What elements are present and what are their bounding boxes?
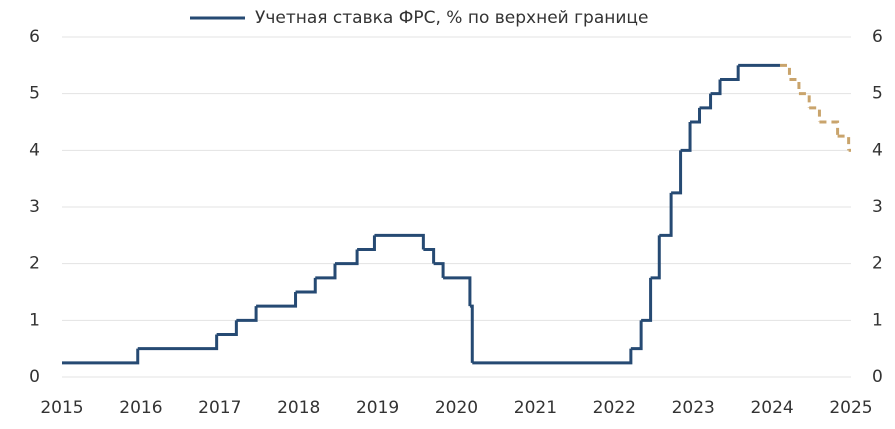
step-segment bbox=[641, 277, 653, 322]
x-tick-label: 2022 bbox=[593, 398, 636, 418]
step-segment bbox=[710, 79, 722, 96]
y2-tick-label: 2 bbox=[872, 254, 883, 274]
step-segment bbox=[137, 334, 219, 351]
y-tick-label: 1 bbox=[29, 310, 40, 330]
y-tick-label: 2 bbox=[29, 254, 40, 274]
y2-tick-label: 6 bbox=[872, 27, 883, 47]
step-segment bbox=[650, 235, 661, 280]
y-tick-label: 4 bbox=[29, 140, 40, 160]
x-tick-label: 2017 bbox=[198, 398, 241, 418]
step-segment bbox=[659, 192, 673, 237]
step-segment bbox=[469, 304, 474, 363]
step-segment bbox=[819, 120, 840, 137]
step-segment bbox=[295, 277, 317, 294]
step-segment bbox=[443, 276, 472, 307]
step-segment bbox=[720, 65, 740, 81]
y-tick-label: 3 bbox=[29, 197, 40, 217]
x-tick-label: 2024 bbox=[750, 398, 793, 418]
x-tick-label: 2016 bbox=[119, 398, 162, 418]
x-tick-label: 2015 bbox=[40, 398, 83, 418]
y-tick-label: 0 bbox=[29, 367, 40, 387]
step-segment bbox=[423, 248, 436, 264]
step-segment bbox=[798, 92, 811, 108]
x-tick-label: 2020 bbox=[435, 398, 478, 418]
step-segment bbox=[630, 320, 643, 351]
step-segment bbox=[374, 233, 425, 250]
y2-tick-label: 1 bbox=[872, 310, 883, 330]
x-tick-label: 2021 bbox=[514, 398, 557, 418]
step-segment bbox=[680, 122, 692, 152]
y2-tick-label: 5 bbox=[872, 84, 883, 104]
step-segment bbox=[62, 348, 140, 365]
step-segment bbox=[809, 106, 821, 122]
step-segment bbox=[837, 134, 851, 151]
step-segment bbox=[789, 78, 801, 94]
step-segment bbox=[256, 292, 298, 308]
x-tick-label: 2025 bbox=[829, 398, 872, 418]
step-segment bbox=[699, 93, 713, 110]
step-segment bbox=[216, 320, 238, 336]
x-tick-label: 2023 bbox=[672, 398, 715, 418]
step-segment bbox=[334, 249, 359, 266]
step-segment bbox=[433, 262, 445, 278]
step-segment bbox=[779, 63, 791, 80]
step-segment bbox=[671, 150, 683, 195]
y2-tick-label: 4 bbox=[872, 140, 883, 160]
step-segment bbox=[315, 263, 337, 280]
y-tick-label: 6 bbox=[29, 27, 40, 47]
legend-label: Учетная ставка ФРС, % по верхней границе bbox=[255, 8, 648, 28]
step-segment bbox=[472, 348, 633, 365]
y-tick-label: 5 bbox=[29, 84, 40, 104]
x-tick-label: 2019 bbox=[356, 398, 399, 418]
step-segment bbox=[690, 107, 702, 124]
y2-tick-label: 3 bbox=[872, 197, 883, 217]
step-segment bbox=[357, 235, 376, 251]
x-tick-label: 2018 bbox=[277, 398, 320, 418]
y2-tick-label: 0 bbox=[872, 367, 883, 387]
step-segment bbox=[236, 306, 258, 322]
